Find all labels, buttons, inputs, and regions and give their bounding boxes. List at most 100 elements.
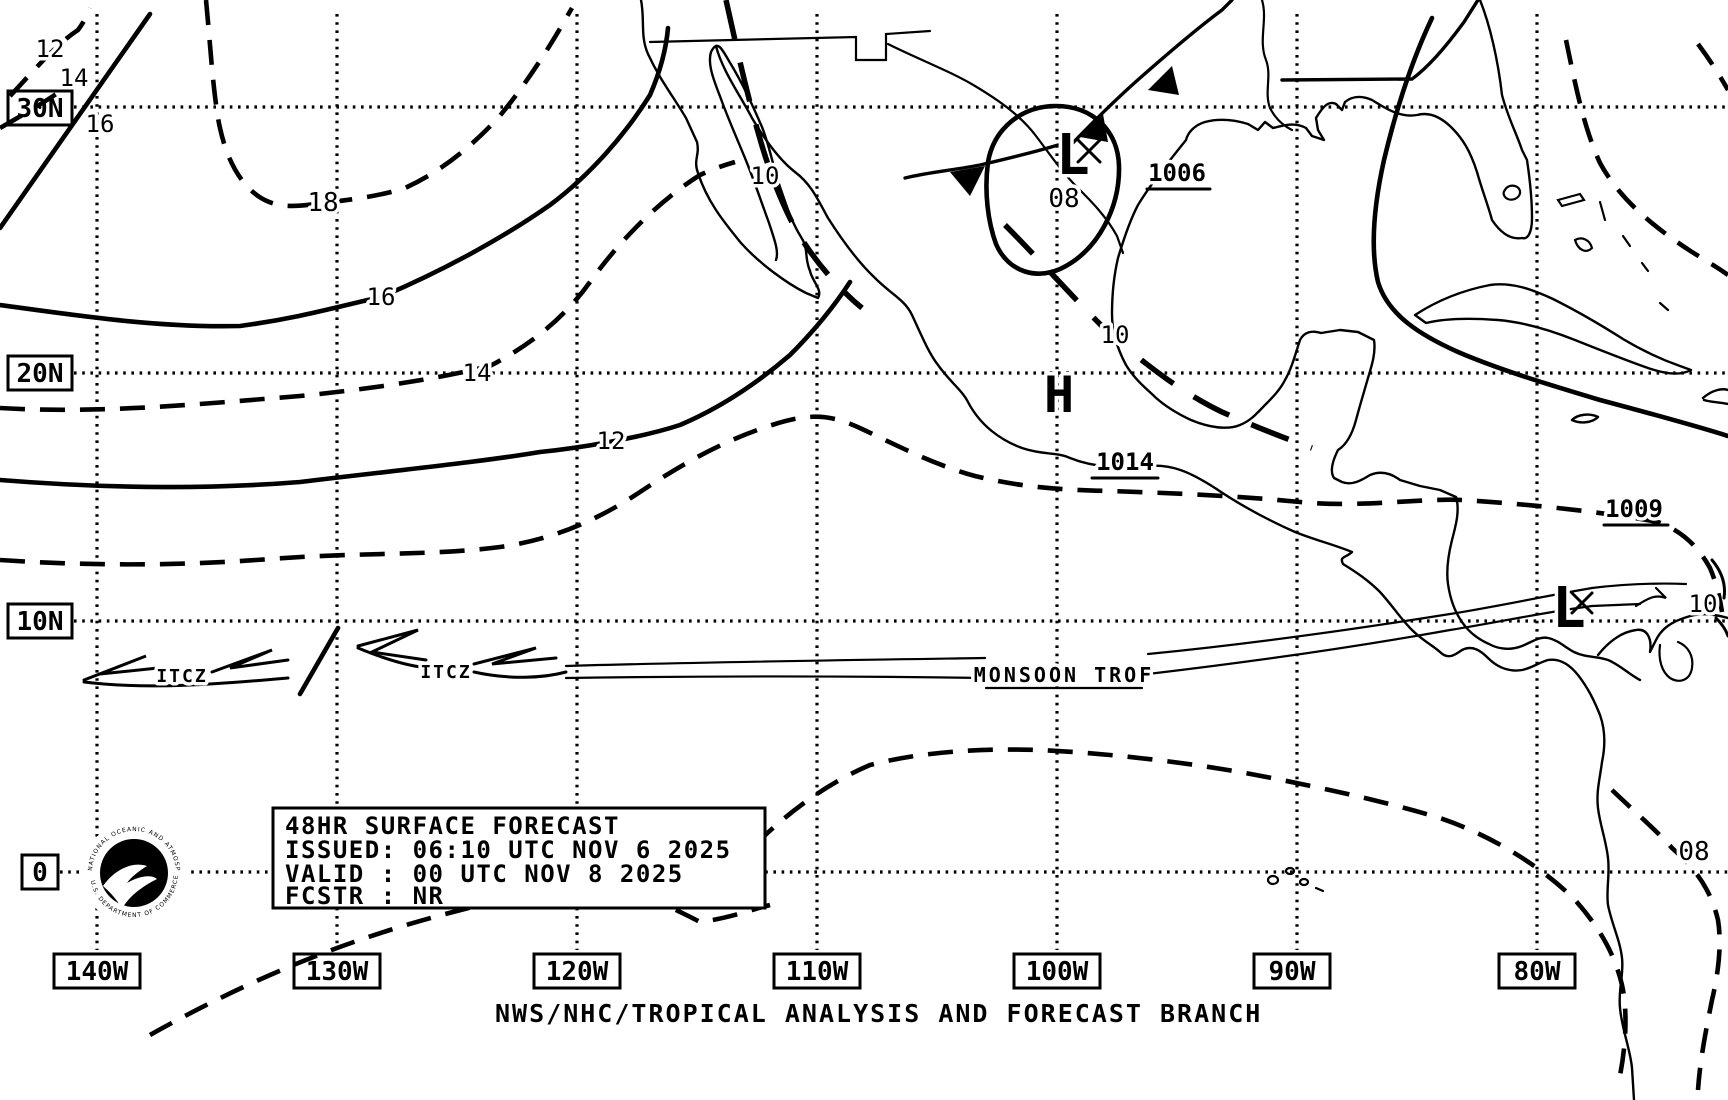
footer-title: NWS/NHC/TROPICAL ANALYSIS AND FORECAST B… — [495, 999, 1262, 1028]
lat-box-30n — [6, 89, 74, 127]
river-rio-grande — [886, 42, 1125, 255]
cold-front-triangle-1 — [1080, 114, 1108, 142]
islands-bahamas — [1556, 192, 1670, 312]
isobar-label-10-mexico: 10 — [1101, 321, 1130, 349]
lon-box-120w — [532, 952, 622, 990]
coast-south-america-north — [1596, 613, 1728, 657]
coast-cuba — [1413, 283, 1693, 375]
trough-line-130w — [297, 625, 341, 697]
isobar-label-08-south: 08 — [1678, 837, 1709, 867]
isobar-label-14: 14 — [463, 359, 492, 387]
noaa-seagull-icon — [103, 864, 157, 909]
coast-gulf-atlantic — [1110, 0, 1642, 682]
isobar-south-2 — [753, 747, 1628, 1086]
lon-label-80w: 80W — [1514, 957, 1561, 987]
itcz-monsoon — [82, 582, 1688, 690]
isobar-label-18: 18 — [307, 188, 338, 218]
lon-box-80w — [1497, 952, 1577, 990]
noaa-logo-text: NOAA — [110, 848, 159, 866]
lat-label-0: 0 — [32, 858, 48, 888]
coastlines — [639, 0, 1728, 1100]
low-value-caribbean: 1009 — [1605, 495, 1663, 523]
high-symbol-mexico: H — [1044, 366, 1074, 424]
lake-okeechobee — [1502, 184, 1522, 201]
lon-label-100w: 100W — [1026, 957, 1089, 987]
itcz-label-east: ITCZ — [420, 662, 471, 683]
noaa-logo: NATIONAL OCEANIC AND ATMOSPHERIC ADMINIS… — [0, 0, 186, 925]
isobar-label-12-nw: 12 — [36, 35, 65, 63]
monsoon-trough-label: MONSOON TROF — [974, 663, 1155, 687]
isobar-1010-main — [0, 414, 1725, 613]
coast-pacific-mainland — [714, 44, 1636, 1100]
info-box: 48HR SURFACE FORECAST ISSUED: 06:10 UTC … — [271, 806, 767, 910]
isobar-1018 — [203, 0, 574, 209]
isobar-label-12: 12 — [597, 427, 626, 455]
isobar-1014 — [0, 159, 736, 413]
info-box-fcstr: FCSTR : NR — [285, 882, 445, 910]
cold-front-west — [903, 143, 1060, 180]
lake-maracaibo — [1658, 640, 1694, 682]
fronts — [297, 0, 1728, 697]
cold-front-west-triangle — [950, 166, 985, 196]
lon-box-140w — [52, 952, 142, 990]
monsoon-trough-line — [564, 582, 1688, 690]
lon-box-130w — [292, 952, 382, 990]
low-center-x-marker-caribbean — [1570, 591, 1594, 615]
lat-box-10n — [6, 602, 74, 640]
lon-label-120w: 120W — [546, 957, 609, 987]
isobar-1008-texas-low — [984, 103, 1122, 276]
lon-box-110w — [772, 952, 862, 990]
lon-label-110w: 110W — [786, 957, 849, 987]
isobar-label-16-nw: 16 — [86, 110, 115, 138]
isobar-1012 — [0, 279, 853, 490]
lat-label-10n: 10N — [17, 607, 64, 637]
map-labels: 12 14 16 18 16 14 12 10 08 10 10 08 L 10… — [32, 32, 1721, 871]
low-value-texas: 1006 — [1148, 159, 1206, 187]
river-mississippi — [1260, 0, 1294, 132]
isobar-label-08-texas: 08 — [1048, 184, 1079, 214]
lon-label-90w: 90W — [1269, 957, 1316, 987]
itcz-band-east — [356, 628, 568, 679]
lat-box-20n — [6, 354, 74, 392]
itcz-label-west: ITCZ — [156, 666, 207, 687]
front-gulf-states — [1280, 0, 1480, 82]
isobar-1016-nw — [0, 11, 153, 231]
cold-front-triangle-2 — [1148, 66, 1179, 95]
lat-label-20n: 20N — [17, 359, 64, 389]
monsoon-trough-barb — [1634, 586, 1667, 608]
isobar-fragment-right — [1710, 558, 1728, 638]
isobar-label-14-nw: 14 — [60, 64, 89, 92]
lat-box-0 — [20, 853, 60, 891]
info-box-frame — [271, 806, 767, 910]
lon-box-100w — [1012, 952, 1102, 990]
info-box-issued: ISSUED: 06:10 UTC NOV 6 2025 — [285, 836, 732, 864]
isobar-atlantic-1 — [1563, 39, 1728, 277]
lon-box-90w — [1252, 952, 1332, 990]
lon-label-140w: 140W — [66, 957, 129, 987]
isobar-1012-nw — [8, 7, 93, 98]
cold-front-northeast — [1066, 0, 1234, 150]
coast-baja-california — [639, 0, 821, 300]
isobar-1010-baja — [723, 0, 864, 311]
lon-label-130w: 130W — [306, 957, 369, 987]
islands-galapagos — [1266, 866, 1325, 893]
isobar-label-10-baja: 10 — [751, 162, 780, 190]
border-us-mexico — [648, 29, 932, 62]
isobar-label-16: 16 — [367, 283, 396, 311]
itcz-band-west — [82, 648, 290, 688]
lat-label-30n: 30N — [17, 94, 64, 124]
isobar-label-10-right-edge: 10 — [1689, 590, 1718, 618]
low-symbol-caribbean: L — [1552, 576, 1586, 641]
shear-line-cuba — [1371, 15, 1728, 439]
coast-jamaica — [1570, 413, 1600, 424]
isobar-1008-sa — [1610, 788, 1722, 1091]
graticule — [60, 14, 1728, 950]
isobar-1016 — [0, 25, 671, 329]
low-center-x-marker-texas — [1076, 138, 1102, 164]
axis-labels: 30N 20N 10N 0 140W 130W 120W 110W 100W 9… — [6, 89, 1577, 990]
coast-hispaniola — [1701, 388, 1728, 406]
info-box-valid: VALID : 00 UTC NOV 8 2025 — [285, 860, 684, 888]
